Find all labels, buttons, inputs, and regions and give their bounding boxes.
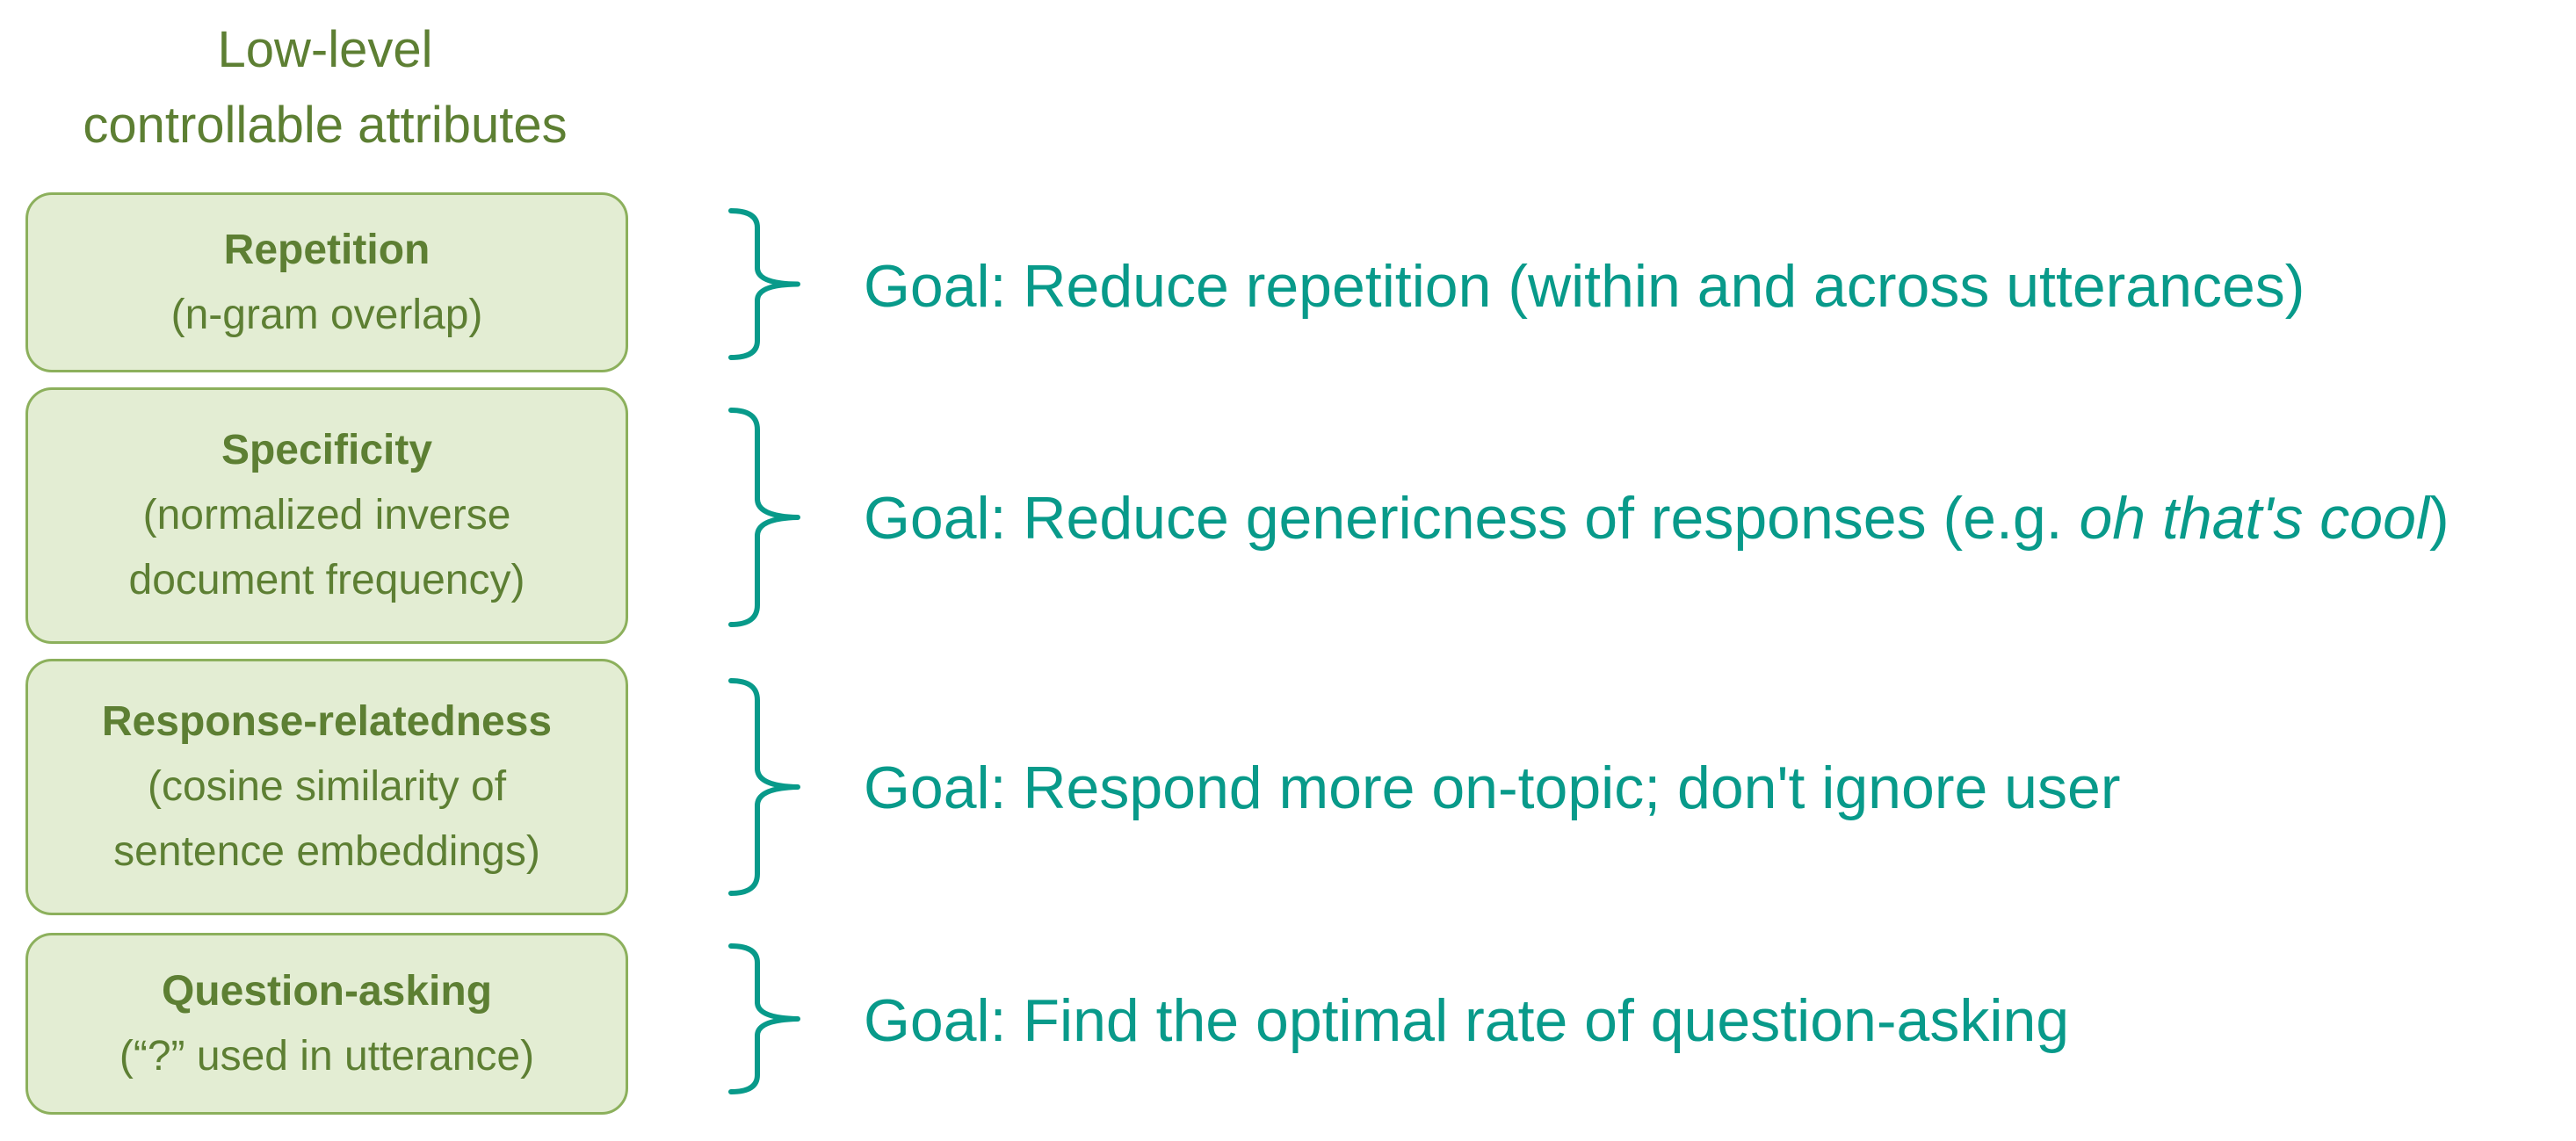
attribute-title: Repetition <box>223 226 431 273</box>
attribute-description-line: (n-gram overlap) <box>170 291 483 338</box>
heading-line-1: Low-level <box>217 21 433 78</box>
goal-specificity-example: oh that's cool <box>2079 485 2430 552</box>
curly-brace-specificity <box>720 408 808 627</box>
attribute-description-line: sentence embeddings) <box>113 828 540 875</box>
goal-specificity-close: ) <box>2429 485 2449 552</box>
attribute-box-response-relatedness: Response-relatedness (cosine similarity … <box>25 659 628 915</box>
curly-brace-question-asking <box>720 943 808 1094</box>
attribute-description: (“?” used in utterance) <box>119 1024 534 1089</box>
goal-specificity: Goal: Reduce genericness of responses (e… <box>864 479 2449 558</box>
attribute-description: (n-gram overlap) <box>171 283 483 348</box>
attribute-description-line: document frequency) <box>128 557 525 603</box>
attribute-description: (cosine similarity of sentence embedding… <box>113 755 540 885</box>
attributes-heading: Low-level controllable attributes <box>18 12 633 163</box>
attribute-description: (normalized inverse document frequency) <box>129 483 525 613</box>
curly-brace-repetition <box>720 208 808 360</box>
attribute-box-question-asking: Question-asking (“?” used in utterance) <box>25 933 628 1115</box>
attribute-title: Question-asking <box>161 967 493 1015</box>
goal-specificity-text: Goal: Reduce genericness of responses (e… <box>864 485 2080 552</box>
goal-response-relatedness: Goal: Respond more on-topic; don't ignor… <box>864 755 2121 821</box>
heading-line-2: controllable attributes <box>83 97 568 154</box>
attribute-description-line: (“?” used in utterance) <box>119 1032 535 1080</box>
attribute-description-line: (normalized inverse <box>142 492 511 538</box>
attribute-box-specificity: Specificity (normalized inverse document… <box>25 387 628 644</box>
attribute-title: Response-relatedness <box>101 698 553 745</box>
attribute-box-repetition: Repetition (n-gram overlap) <box>25 192 628 372</box>
goal-question-asking: Goal: Find the optimal rate of question-… <box>864 987 2070 1054</box>
attribute-description-line: (cosine similarity of <box>147 763 507 810</box>
goal-repetition: Goal: Reduce repetition (within and acro… <box>864 253 2305 320</box>
curly-brace-response-relatedness <box>720 678 808 896</box>
attribute-title: Specificity <box>221 427 433 473</box>
